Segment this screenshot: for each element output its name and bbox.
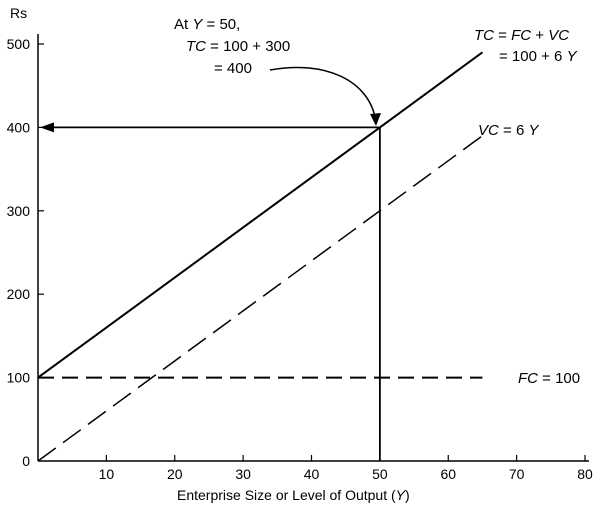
x-tick-label: 20	[167, 466, 183, 482]
tc-label-line1: TC = FC + VC	[474, 27, 569, 44]
x-tick-label: 60	[440, 466, 456, 482]
x-tick-label: 40	[304, 466, 320, 482]
y-axis-label: Rs	[10, 5, 27, 21]
x-tick-label: 10	[99, 466, 115, 482]
series-vc-line	[37, 135, 483, 462]
annotation-line2: TC = 100 + 300	[186, 38, 290, 55]
annotation-arrowhead	[370, 113, 381, 126]
y-tick-label: 400	[7, 119, 31, 135]
x-tick-label: 50	[372, 466, 388, 482]
annotation-line1: At Y = 50,	[174, 16, 240, 33]
fc-label: FC = 100	[518, 370, 580, 387]
annotation-arrow	[269, 66, 377, 123]
series-lines	[37, 51, 484, 462]
y-tick-label: 300	[7, 203, 31, 219]
x-tick-label: 30	[235, 466, 251, 482]
guide-arrowhead	[40, 122, 54, 133]
x-tick-label: 80	[577, 466, 593, 482]
x-axis-label: Enterprise Size or Level of Output (Y)	[177, 487, 410, 503]
y-tick-label: 100	[7, 370, 31, 386]
series-tc-line	[37, 51, 484, 379]
y-tick-label: 500	[7, 36, 31, 52]
vc-label: VC = 6 Y	[478, 122, 539, 139]
annotation-line3: = 400	[214, 60, 252, 77]
y-tick-label: 200	[7, 286, 31, 302]
origin-label: 0	[22, 453, 30, 469]
tc-label-line2: = 100 + 6 Y	[499, 48, 578, 65]
axes: 10 20 30 40 50 60 70 80 100 200 300 400 500 0	[7, 34, 593, 482]
x-tick-label: 70	[509, 466, 525, 482]
guide-lines	[40, 122, 381, 461]
